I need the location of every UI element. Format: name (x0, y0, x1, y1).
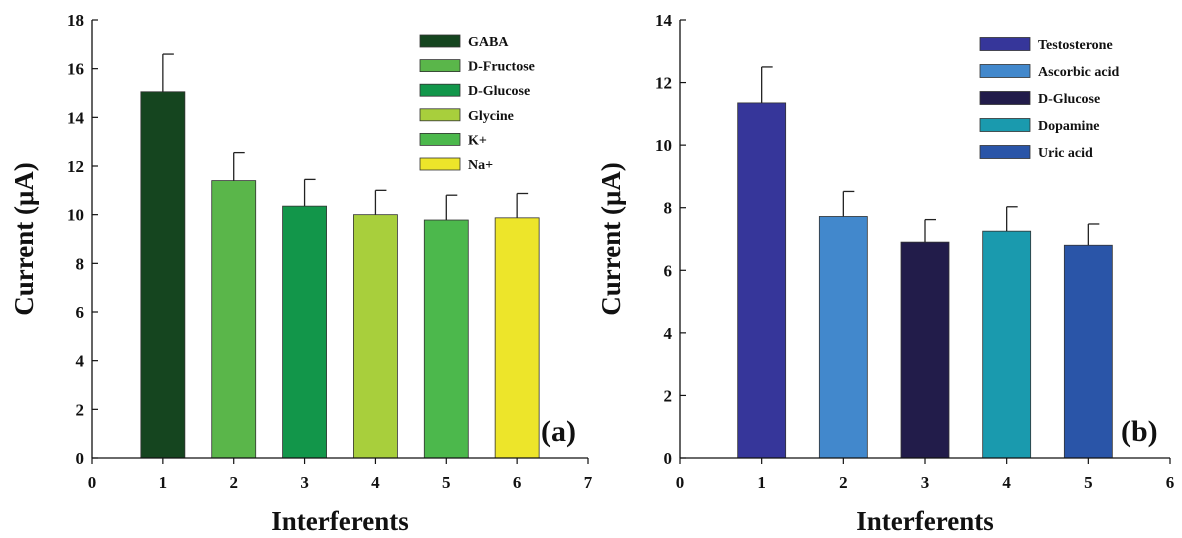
bar-3 (282, 205, 327, 459)
x-tick-label: 0 (676, 473, 685, 492)
y-tick-label: 2 (664, 386, 673, 405)
legend-label: K+ (468, 133, 487, 148)
bar-2 (818, 216, 868, 459)
y-tick-label: 4 (76, 352, 85, 371)
x-tick-label: 4 (371, 473, 380, 492)
bar-4 (982, 230, 1032, 459)
y-tick-label: 6 (76, 303, 85, 322)
x-tick-label: 4 (1002, 473, 1011, 492)
x-tick-label: 7 (584, 473, 593, 492)
legend-label: D-Glucose (468, 84, 530, 99)
y-tick-label: 8 (664, 199, 673, 218)
x-tick-label: 2 (839, 473, 848, 492)
bar-1 (737, 102, 787, 459)
legend-swatch (979, 37, 1031, 51)
legend-label: D-Glucose (1038, 92, 1100, 107)
bar-5 (423, 219, 469, 459)
bar-5 (1063, 244, 1113, 459)
y-tick-label: 8 (76, 254, 85, 273)
y-tick-label: 0 (664, 449, 673, 468)
x-tick-label: 3 (300, 473, 309, 492)
y-tick-label: 18 (67, 11, 84, 30)
x-tick-label: 5 (1084, 473, 1093, 492)
x-axis-label: Interferents (271, 506, 408, 533)
x-tick-label: 6 (1166, 473, 1175, 492)
legend-swatch (419, 157, 461, 171)
y-tick-label: 0 (76, 449, 85, 468)
y-tick-label: 6 (664, 261, 673, 280)
legend-label: Na+ (468, 158, 493, 173)
x-tick-label: 3 (921, 473, 930, 492)
legend-swatch (979, 91, 1031, 105)
y-axis-label: Current (μA) (9, 162, 39, 316)
x-axis-label: Interferents (856, 506, 993, 533)
x-tick-label: 5 (442, 473, 451, 492)
bar-3 (900, 241, 950, 459)
legend-swatch (419, 34, 461, 48)
legend-label: Dopamine (1038, 119, 1099, 134)
legend: Testosterone Ascorbic acid D-Glucose Dopami… (979, 37, 1119, 161)
y-tick-label: 10 (655, 136, 672, 155)
bar-4 (353, 214, 398, 459)
y-tick-label: 12 (67, 157, 84, 176)
bar-6 (494, 217, 540, 459)
legend-swatch (979, 145, 1031, 159)
legend-swatch (419, 132, 461, 146)
y-tick-label: 2 (76, 400, 85, 419)
y-tick-label: 16 (67, 60, 84, 79)
x-tick-label: 1 (757, 473, 766, 492)
legend-label: Uric acid (1038, 146, 1093, 161)
legend-label: Testosterone (1038, 38, 1113, 53)
y-tick-label: 12 (655, 74, 672, 93)
legend-swatch (419, 59, 461, 72)
x-tick-label: 1 (159, 473, 168, 492)
x-tick-label: 6 (513, 473, 522, 492)
panel-label: (b) (1121, 415, 1158, 448)
y-tick-label: 4 (664, 324, 673, 343)
x-tick-label: 0 (88, 473, 97, 492)
legend-swatch (979, 64, 1031, 78)
bar-2 (211, 180, 257, 459)
legend-label: GABA (468, 35, 509, 50)
bar-1 (140, 91, 186, 459)
x-tick-label: 2 (229, 473, 238, 492)
legend-swatch (419, 83, 461, 97)
y-tick-label: 14 (67, 108, 85, 127)
legend-swatch (419, 108, 461, 122)
y-axis-label: Current (μA) (596, 162, 626, 316)
legend-swatch (979, 118, 1031, 132)
legend-label: Glycine (468, 109, 514, 124)
legend-label: D-Fructose (468, 60, 535, 75)
legend: GABA D-Fructose D-Glucose Glycine K+ Na+ (419, 34, 535, 173)
legend-label: Ascorbic acid (1038, 65, 1119, 80)
panel-label: (a) (541, 415, 576, 448)
y-tick-label: 14 (655, 11, 673, 30)
y-tick-label: 10 (67, 206, 84, 225)
